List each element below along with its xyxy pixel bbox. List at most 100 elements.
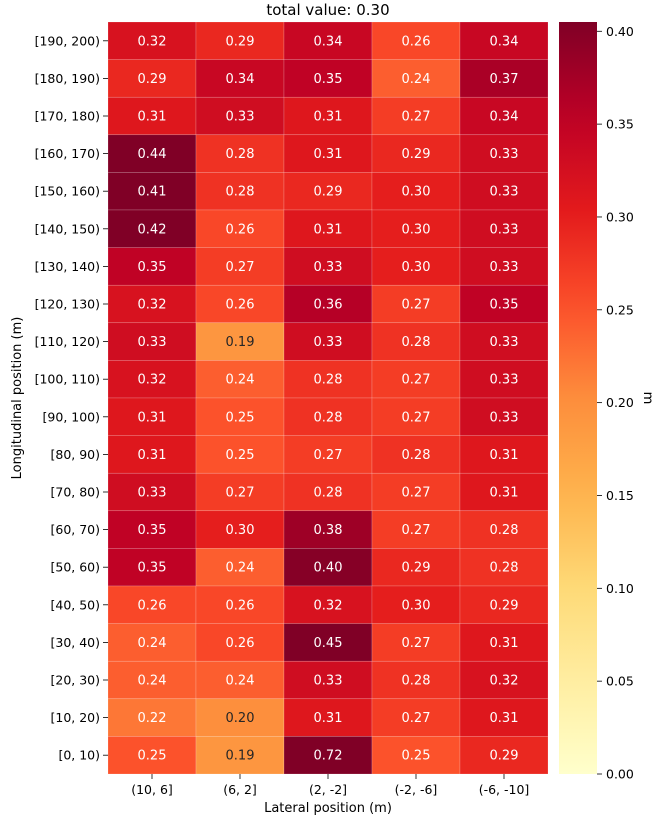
colorbar-tick-label: 0.00 [606,767,634,782]
cell-value-label: 0.31 [314,110,343,125]
cell-value-label: 0.45 [314,636,343,651]
heatmap-cell [283,322,373,361]
y-tick-label: [180, 190) [35,71,100,86]
chart-title: total value: 0.30 [266,1,389,19]
cell-value-label: 0.22 [138,711,167,726]
heatmap-cell [459,698,549,737]
cell-value-label: 0.33 [490,147,519,162]
cell-value-label: 0.27 [314,448,343,463]
cell-value-label: 0.31 [138,448,167,463]
cell-value-label: 0.24 [138,674,167,689]
y-tick-label: [130, 140) [35,259,100,274]
cell-value-label: 0.44 [138,147,167,162]
cell-value-label: 0.36 [314,298,343,313]
heatmap-cell [459,172,549,211]
cell-value-label: 0.30 [402,185,431,200]
cell-value-label: 0.33 [314,335,343,350]
heatmap-cell [283,360,373,399]
cell-value-label: 0.26 [226,298,255,313]
heatmap-cell [107,284,197,324]
heatmap-cell [195,510,285,549]
cell-value-label: 0.35 [138,561,167,576]
cell-value-label: 0.19 [226,749,255,764]
heatmap-cell [459,134,549,173]
heatmap-cell [107,172,197,211]
cell-value-label: 0.28 [490,561,519,576]
cell-value-label: 0.37 [490,72,519,87]
cell-value-label: 0.32 [490,674,519,689]
x-tick-label: (-2, -6] [395,782,438,797]
cell-value-label: 0.34 [314,34,343,49]
y-tick-label: [170, 180) [35,109,100,124]
heatmap-cell [371,660,461,700]
heatmap-cell [283,698,373,737]
heatmap-cell [459,21,549,60]
cell-value-label: 0.33 [490,260,519,275]
heatmap-cell [195,660,285,700]
cell-value-label: 0.27 [402,110,431,125]
colorbar-tick-label: 0.30 [606,209,634,224]
heatmap-cell [195,134,285,173]
heatmap-cell [195,209,285,248]
colorbar: 0.00 0.05 0.10 0.15 0.20 0.25 0.30 0.35 0.40 [559,22,634,782]
y-tick-label: [190, 200) [35,33,100,48]
heatmap-cell [371,397,461,436]
heatmap-cell [371,284,461,324]
y-tick-label: [140, 150) [35,221,100,236]
heatmap-cell [195,322,285,361]
heatmap-cell [107,397,197,436]
colorbar-tick-label: 0.40 [606,24,634,39]
heatmap-cell [283,284,373,324]
cell-value-label: 0.31 [138,110,167,125]
y-tick-label: [10, 20) [50,710,100,725]
cell-value-label: 0.27 [402,410,431,425]
cell-value-label: 0.30 [226,523,255,538]
y-tick-label: [70, 80) [50,485,100,500]
y-axis-label: Longitudinal position (m) [10,317,25,480]
y-tick-label: [120, 130) [35,297,100,312]
heatmap-cell [371,96,461,136]
cell-value-label: 0.33 [138,486,167,501]
cell-value-label: 0.28 [314,373,343,388]
cell-value-label: 0.35 [314,72,343,87]
heatmap-cell [283,21,373,60]
cell-value-label: 0.26 [138,598,167,613]
cell-value-label: 0.29 [314,185,343,200]
heatmap-cell [283,59,373,98]
x-axis: (10, 6] (6, 2] (2, -2] (-2, -6] (-6, -10] [131,774,529,797]
heatmap-cell [195,585,285,624]
cell-value-label: 0.35 [490,298,519,313]
x-tick-label: (2, -2] [309,782,347,797]
cell-value-label: 0.25 [226,448,255,463]
cell-value-label: 0.32 [314,598,343,613]
cell-value-label: 0.28 [314,486,343,501]
y-tick-label: [110, 120) [35,334,100,349]
cell-value-label: 0.31 [490,486,519,501]
cell-value-label: 0.35 [138,260,167,275]
heatmap-cell [107,360,197,399]
heatmap-cell [195,360,285,399]
cell-value-label: 0.24 [226,561,255,576]
cell-value-label: 0.28 [402,448,431,463]
heatmap-cell [283,623,373,662]
heatmap-cell [107,247,197,286]
colorbar-tick-label: 0.05 [606,674,634,689]
heatmap-cell [459,548,549,587]
heatmap-cell [459,209,549,248]
heatmap-cell [371,134,461,173]
cell-value-label: 0.29 [490,749,519,764]
cell-value-label: 0.25 [226,410,255,425]
heatmap-cell [371,209,461,248]
cell-value-label: 0.33 [490,335,519,350]
cell-value-label: 0.26 [226,636,255,651]
heatmap-cell [371,435,461,474]
heatmap-cell [459,623,549,662]
cell-value-label: 0.30 [402,222,431,237]
heatmap-cell [195,96,285,136]
cell-value-label: 0.32 [138,373,167,388]
cell-value-label: 0.38 [314,523,343,538]
colorbar-tick-label: 0.25 [606,302,634,317]
x-tick-label: (6, 2] [223,782,257,797]
colorbar-tick-label: 0.35 [606,117,634,132]
heatmap-cell [107,435,197,474]
